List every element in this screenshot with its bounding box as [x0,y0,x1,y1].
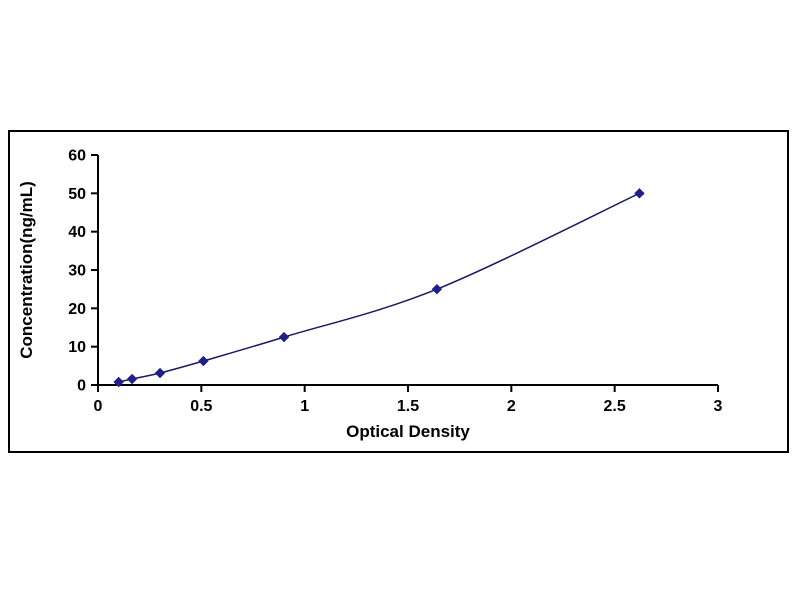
y-tick-label: 0 [77,378,86,395]
x-tick-label: 0 [94,398,103,415]
y-tick-label: 10 [68,339,86,356]
data-point-marker [431,283,443,295]
y-tick-label: 50 [68,186,86,203]
data-point-marker [126,373,138,385]
standard-curve-chart-panel: Concentration(ng/mL) Optical Density 0 10… [8,130,789,453]
y-tick-label: 20 [68,301,86,318]
x-axis-title: Optical Density [346,422,470,441]
x-tick-label: 2.5 [604,398,626,415]
x-tick-label: 1 [300,398,309,415]
axes-layer: 0 10 20 30 40 50 60 0 0.5 1 1.5 2 2.5 3 [68,148,722,416]
y-tick-label: 40 [68,224,86,241]
data-point-marker [113,376,124,388]
standard-curve-line [118,192,640,383]
x-tick-label: 2 [507,398,516,415]
y-tick-label: 30 [68,263,86,280]
data-point-marker [278,331,290,343]
x-tick-label: 3 [714,398,723,415]
y-axis-title: Concentration(ng/mL) [17,181,36,359]
y-tick-label: 60 [68,148,86,165]
data-point-marker [198,355,209,367]
data-point-marker [154,367,166,379]
x-tick-label: 0.5 [190,398,212,415]
data-series-layer [113,188,645,388]
data-point-marker [634,188,645,199]
x-tick-label: 1.5 [397,398,419,415]
standard-curve-chart: Concentration(ng/mL) Optical Density 010… [17,148,723,442]
